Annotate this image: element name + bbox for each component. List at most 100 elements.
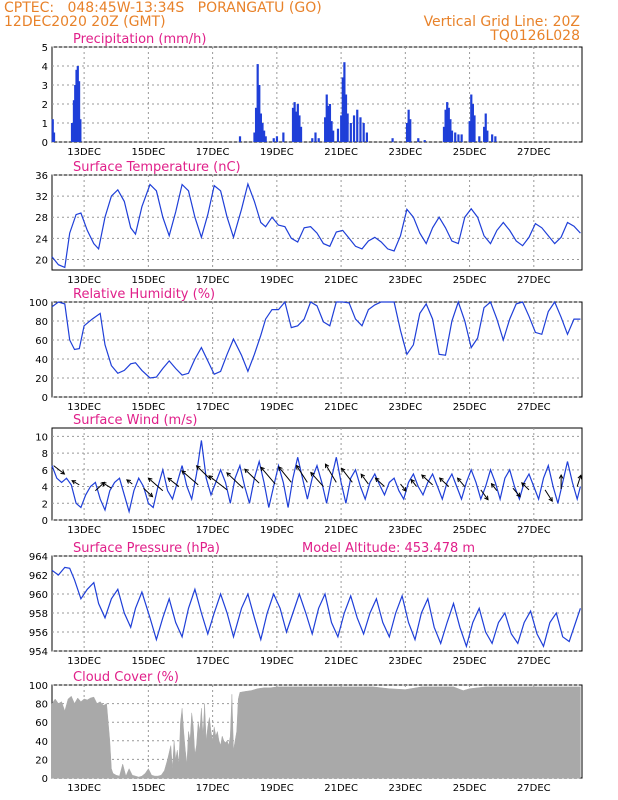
wind-arrowhead — [438, 477, 444, 483]
wind-vector — [375, 477, 385, 487]
precipitation-bar — [405, 123, 409, 142]
x-tick-label: 23DEC — [388, 783, 422, 794]
y-tick-label: 40 — [35, 355, 48, 366]
x-tick-label: 19DEC — [260, 656, 294, 667]
y-tick-label: 964 — [29, 552, 48, 563]
y-tick-label: 2 — [42, 100, 48, 111]
wind-arrowhead — [548, 497, 553, 502]
wind-vector — [480, 489, 489, 500]
x-tick-label: 19DEC — [260, 147, 294, 158]
panel-frame — [51, 174, 583, 271]
wind-vector — [196, 465, 212, 481]
precipitation-bar — [343, 62, 346, 143]
precipitation-bar — [75, 69, 78, 142]
precipitation-bar — [478, 136, 481, 142]
series-line — [51, 440, 581, 514]
wind-vector — [260, 466, 276, 485]
x-tick-label: 25DEC — [453, 525, 487, 536]
x-tick-label: 21DEC — [324, 525, 358, 536]
y-tick-label: 954 — [29, 647, 48, 658]
x-tick-label: 21DEC — [324, 275, 358, 286]
wind-arrowhead — [410, 478, 416, 484]
precipitation-bar — [471, 104, 474, 142]
wind-vector — [325, 463, 337, 483]
y-tick-label: 20 — [35, 374, 48, 385]
header-model-id: TQ0126L028 — [490, 28, 580, 44]
x-tick-label: 25DEC — [453, 783, 487, 794]
header-grid-line: Vertical Grid Line: 20Z — [423, 14, 580, 30]
precipitation-bar — [344, 94, 348, 142]
precipitation-bar — [324, 117, 327, 142]
wind-arrowhead — [244, 468, 249, 474]
y-tick-label: 36 — [35, 171, 48, 182]
wind-arrowhead — [195, 465, 201, 470]
wind-arrowhead — [577, 474, 583, 480]
precipitation-bar — [460, 134, 463, 142]
x-tick-label: 21DEC — [324, 402, 358, 413]
precipitation-bar — [299, 126, 303, 142]
y-tick-label: 0 — [42, 516, 48, 527]
wind-arrowhead — [521, 482, 526, 487]
y-tick-label: 3 — [42, 81, 48, 92]
x-tick-label: 27DEC — [517, 656, 551, 667]
header-run-time: 12DEC2020 20Z (GMT) — [4, 14, 166, 30]
wind-arrowhead — [208, 475, 214, 480]
panel-frame — [51, 555, 583, 652]
wind-arrowhead — [126, 479, 131, 484]
wind-arrowhead — [558, 474, 564, 479]
precipitation-bar — [491, 134, 494, 142]
precipitation-bar — [447, 107, 450, 142]
precipitation-bar — [483, 126, 486, 142]
precipitation-bar — [409, 119, 412, 142]
precipitation-bar — [352, 115, 356, 142]
panel-frame — [51, 46, 583, 143]
y-tick-label: 20 — [35, 255, 48, 266]
y-tick-label: 60 — [35, 336, 48, 347]
y-tick-label: 960 — [29, 590, 48, 601]
y-tick-label: 100 — [29, 298, 48, 309]
y-tick-label: 4 — [42, 483, 48, 494]
wind-vector — [102, 482, 112, 489]
precipitation-bar — [449, 119, 452, 142]
precipitation-bar — [282, 132, 285, 142]
x-tick-label: 27DEC — [517, 783, 551, 794]
precipitation-bar — [298, 115, 301, 142]
precipitation-bar — [317, 138, 320, 142]
y-tick-label: 6 — [42, 466, 48, 477]
wind-vector — [576, 475, 582, 487]
wind-arrowhead — [260, 466, 265, 472]
wind-vector — [226, 472, 244, 489]
precipitation-bar — [72, 100, 76, 142]
panel-title: Surface Pressure (hPa) — [73, 541, 220, 556]
x-tick-label: 19DEC — [260, 525, 294, 536]
panel-frame — [51, 301, 583, 398]
y-tick-label: 32 — [35, 192, 48, 203]
precipitation-bar — [494, 136, 497, 142]
x-tick-label: 23DEC — [388, 656, 422, 667]
x-tick-label: 27DEC — [517, 275, 551, 286]
precipitation-bar — [330, 121, 333, 142]
precipitation-bar — [450, 130, 454, 142]
precipitation-bar — [346, 113, 349, 142]
precipitation-bar — [293, 102, 296, 142]
y-tick-label: 8 — [42, 449, 48, 460]
x-tick-label: 27DEC — [517, 147, 551, 158]
panel-title: Precipitation (mm/h) — [73, 32, 206, 47]
wind-vector — [244, 468, 260, 484]
precipitation-bar — [272, 138, 275, 142]
precipitation-bar — [407, 109, 410, 142]
precipitation-bar — [473, 115, 476, 142]
y-tick-label: 4 — [42, 62, 48, 73]
precipitation-bar — [328, 104, 332, 142]
x-tick-label: 15DEC — [131, 525, 165, 536]
x-tick-label: 25DEC — [453, 656, 487, 667]
x-tick-label: 17DEC — [196, 402, 230, 413]
x-tick-label: 13DEC — [67, 402, 101, 413]
wind-arrowhead — [340, 467, 346, 473]
wind-arrowhead — [71, 480, 77, 485]
x-tick-label: 19DEC — [260, 402, 294, 413]
wind-vector — [53, 465, 65, 475]
wind-vector — [71, 480, 80, 486]
wind-vector — [400, 483, 407, 492]
x-tick-label: 15DEC — [131, 402, 165, 413]
